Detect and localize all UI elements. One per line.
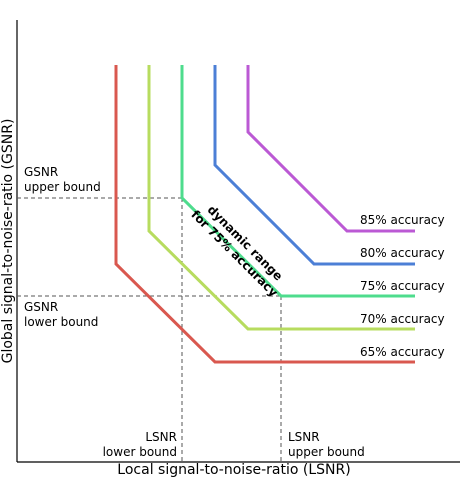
gsnr-lower-label-2: lower bound xyxy=(24,315,98,329)
curve-65 xyxy=(114,65,415,364)
curve-label-75: 75% accuracy xyxy=(360,279,445,293)
lsnr-upper-label-1: LSNR xyxy=(288,430,320,444)
curve-75 xyxy=(180,65,415,298)
lsnr-lower-label-1: LSNR xyxy=(145,430,177,444)
gsnr-upper-label-1: GSNR xyxy=(24,165,58,179)
gsnr-lower-label-1: GSNR xyxy=(24,300,58,314)
lsnr-upper-label-2: upper bound xyxy=(288,445,365,459)
curve-label-85: 85% accuracy xyxy=(360,213,445,227)
bound-guides xyxy=(17,197,282,462)
curve-80 xyxy=(213,65,415,266)
curve-70 xyxy=(147,65,415,331)
y-axis-title: Global signal-to-noise-ratio (GSNR) xyxy=(0,119,16,364)
curve-label-80: 80% accuracy xyxy=(360,246,445,260)
x-axis-title: Local signal-to-noise-ratio (LSNR) xyxy=(117,462,350,477)
gsnr-upper-label-2: upper bound xyxy=(24,180,101,194)
curve-label-70: 70% accuracy xyxy=(360,312,445,326)
curves xyxy=(114,65,415,364)
lsnr-lower-label-2: lower bound xyxy=(103,445,177,459)
curve-label-65: 65% accuracy xyxy=(360,345,445,359)
curve-85 xyxy=(246,65,415,233)
